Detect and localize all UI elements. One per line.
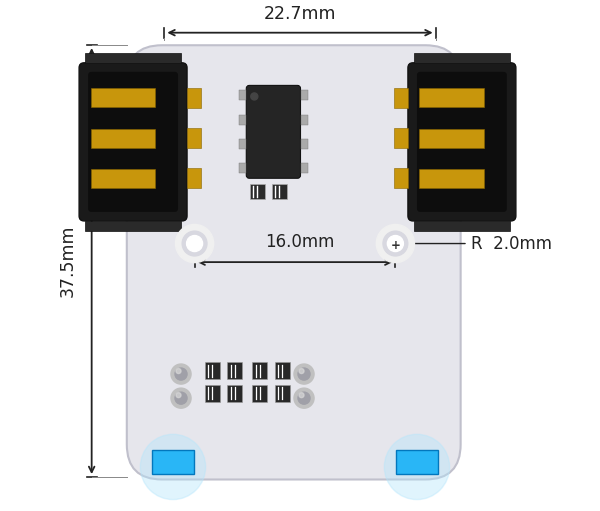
Bar (395, 450, 439, 474)
FancyBboxPatch shape (88, 72, 178, 212)
Bar (91, 129, 155, 148)
Text: 16.0mm: 16.0mm (265, 233, 335, 251)
Bar (85, 221, 181, 231)
Bar (272, 184, 287, 199)
Circle shape (171, 364, 191, 384)
Bar (239, 163, 246, 173)
Circle shape (171, 388, 191, 408)
Text: R  2.0mm: R 2.0mm (400, 235, 551, 252)
FancyBboxPatch shape (79, 63, 187, 221)
Bar (419, 169, 484, 188)
Bar (253, 385, 268, 402)
Bar (205, 385, 220, 402)
Circle shape (175, 392, 187, 404)
Bar (239, 90, 246, 101)
Bar (301, 163, 308, 173)
Circle shape (140, 434, 206, 500)
Text: 22.7mm: 22.7mm (264, 5, 336, 22)
Bar (205, 362, 220, 379)
Bar (301, 139, 308, 149)
Bar (187, 128, 201, 148)
Bar (414, 53, 510, 63)
Circle shape (388, 236, 403, 251)
Circle shape (182, 231, 207, 256)
Bar (239, 114, 246, 125)
Circle shape (251, 93, 258, 100)
Bar (187, 88, 201, 108)
FancyBboxPatch shape (246, 85, 301, 178)
FancyBboxPatch shape (417, 72, 507, 212)
Circle shape (187, 236, 203, 251)
Bar (91, 169, 155, 188)
Circle shape (294, 364, 314, 384)
Circle shape (383, 231, 408, 256)
Circle shape (385, 434, 449, 500)
Bar (394, 168, 408, 189)
Bar (85, 53, 181, 63)
Circle shape (298, 368, 310, 380)
Bar (275, 385, 290, 402)
Bar (275, 362, 290, 379)
Bar (152, 450, 194, 474)
Bar (419, 129, 484, 148)
Bar (239, 139, 246, 149)
Bar (227, 385, 242, 402)
Circle shape (175, 224, 214, 263)
Text: +: + (391, 239, 400, 251)
FancyBboxPatch shape (408, 63, 516, 221)
Bar (91, 88, 155, 107)
FancyBboxPatch shape (127, 45, 461, 479)
Circle shape (175, 368, 187, 380)
Circle shape (299, 368, 304, 374)
Text: 37.5mm: 37.5mm (59, 225, 77, 297)
Circle shape (176, 392, 181, 398)
Bar (414, 221, 510, 231)
Bar (227, 362, 242, 379)
Circle shape (298, 392, 310, 404)
Bar (301, 114, 308, 125)
Circle shape (176, 368, 181, 374)
Circle shape (299, 392, 304, 398)
Bar (394, 88, 408, 108)
Bar (250, 184, 265, 199)
Bar (253, 362, 268, 379)
Bar (301, 90, 308, 101)
Bar (394, 128, 408, 148)
Bar (419, 88, 484, 107)
Circle shape (294, 388, 314, 408)
Circle shape (376, 224, 415, 263)
Bar (187, 168, 201, 189)
